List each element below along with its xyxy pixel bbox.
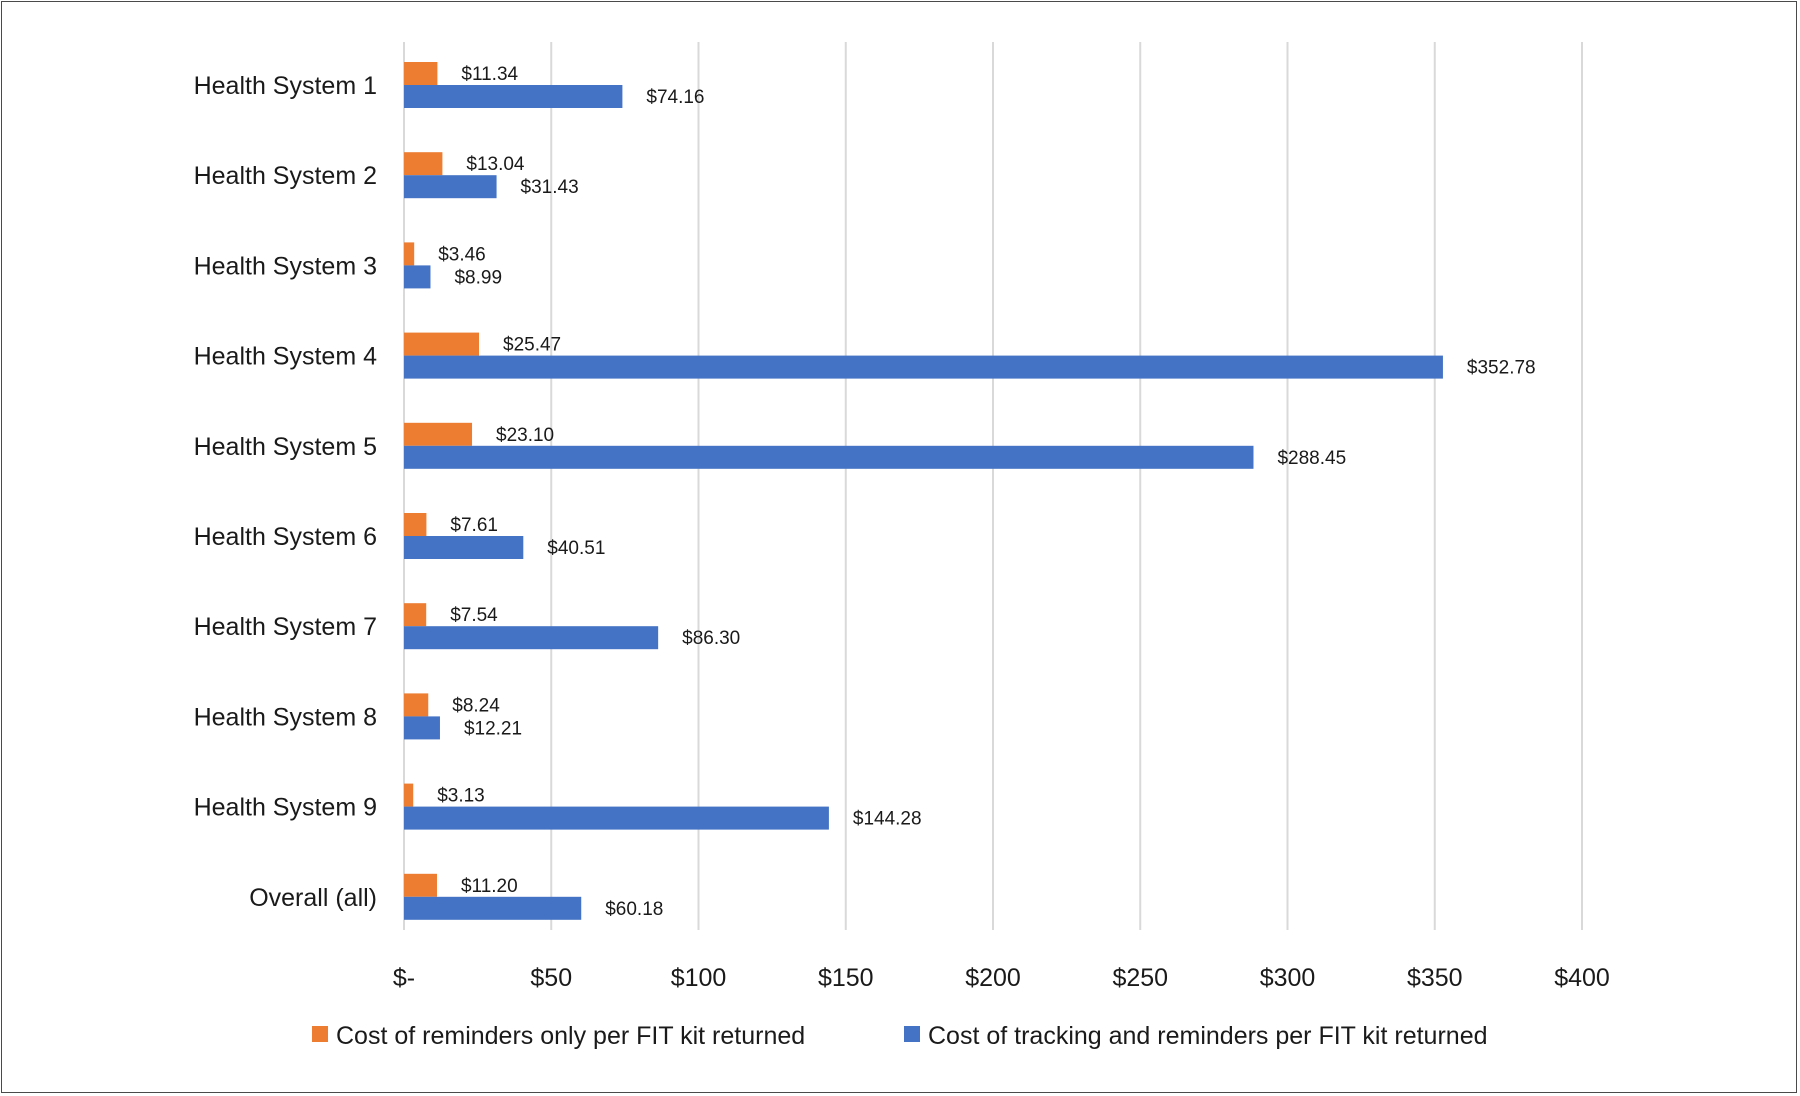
data-label: $23.10 [496,425,554,446]
bar-reminders [404,152,443,176]
x-tick-label: $300 [1260,964,1316,992]
data-label: $7.61 [450,515,498,536]
bar-tracking-reminders [404,355,1443,379]
data-label: $74.16 [646,87,704,108]
data-label: $288.45 [1277,448,1346,469]
bar-tracking-reminders [404,85,623,108]
data-label: $25.47 [503,335,561,356]
bar-tracking-reminders [404,626,659,650]
category-label: Health System 8 [194,703,377,731]
bar-tracking-reminders [404,175,497,199]
bar-tracking-reminders [404,806,829,830]
bar-reminders [404,513,427,536]
bar-reminders [404,332,480,356]
gridlines [403,42,1583,930]
data-label: $12.21 [464,718,522,739]
x-tick-label: $50 [530,964,572,992]
legend-label: Cost of reminders only per FIT kit retur… [336,1022,805,1050]
x-tick-label: $250 [1112,964,1168,992]
legend-swatch [312,1026,328,1042]
bar-reminders [404,783,414,807]
category-labels: Health System 1 Health System 2 Health Sys… [194,72,378,912]
data-labels: $11.34 $74.16 $13.04$31.43 $3.46$8.99 $25.47… [437,64,1535,920]
x-tick-label: $150 [818,964,874,992]
category-label: Overall (all) [249,884,377,912]
x-tick-label: $- [393,964,415,992]
data-label: $60.18 [605,899,663,920]
data-label: $8.99 [454,267,502,288]
data-label: $11.34 [461,64,518,85]
bar-reminders [404,242,415,266]
data-label: $13.04 [466,154,525,175]
data-label: $8.24 [452,695,500,716]
data-label: $31.43 [521,177,579,198]
legend-label: Cost of tracking and reminders per FIT k… [928,1022,1488,1050]
data-label: $352.78 [1467,358,1536,379]
legend: Cost of reminders only per FIT kit retur… [312,1022,1488,1050]
category-label: Health System 9 [194,794,377,822]
category-label: Health System 1 [194,72,377,100]
x-tick-label: $100 [671,964,727,992]
bar-reminders [404,873,437,897]
bar-reminders [404,603,427,627]
bar-tracking-reminders [404,445,1254,469]
data-label: $86.30 [682,628,740,649]
bar-tracking-reminders [404,716,440,740]
bar-reminders [404,422,473,446]
bars [404,62,1443,920]
data-label: $3.46 [438,244,486,265]
data-label: $7.54 [450,605,498,626]
bar-tracking-reminders [404,536,524,559]
data-label: $3.13 [437,786,485,807]
category-label: Health System 6 [194,523,377,551]
x-tick-label: $350 [1407,964,1463,992]
legend-swatch [904,1026,920,1042]
bar-reminders [404,62,438,85]
data-label: $40.51 [547,538,605,559]
x-tick-label: $200 [965,964,1021,992]
x-tick-label: $400 [1554,964,1610,992]
bar-tracking-reminders [404,265,431,289]
category-label: Health System 5 [194,433,377,461]
category-label: Health System 4 [194,343,378,371]
bar-tracking-reminders [404,896,582,920]
category-label: Health System 7 [194,613,377,641]
data-label: $144.28 [853,809,922,830]
bar-reminders [404,693,429,717]
category-label: Health System 2 [194,162,377,190]
data-label: $11.20 [461,876,518,897]
category-label: Health System 3 [194,252,377,280]
x-tick-labels: $- $50 $100 $150 $200 $250 $300 $350 $400 [393,964,1610,992]
